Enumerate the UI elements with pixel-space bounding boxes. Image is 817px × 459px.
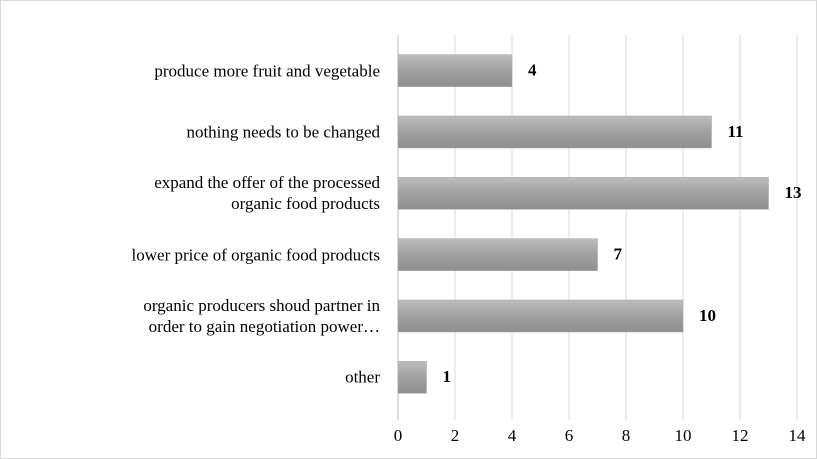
data-label: 7 [614,245,623,264]
y-tick-label: expand the offer of the processed organi… [154,173,380,214]
x-tick-label: 12 [732,426,749,445]
y-tick-label: nothing needs to be changed [186,122,380,142]
x-tick-label: 10 [675,426,692,445]
data-label: 1 [443,367,452,386]
x-tick-label: 4 [508,426,517,445]
data-label: 13 [785,183,802,202]
x-tick-label: 2 [451,426,460,445]
data-label: 11 [728,122,744,141]
y-tick-label: other [345,367,380,387]
y-tick-label: produce more fruit and vegetable [154,61,380,81]
data-label: 10 [699,306,716,325]
x-tick-label: 14 [789,426,807,445]
x-tick-label: 6 [565,426,574,445]
y-tick-label: lower price of organic food products [131,245,380,265]
bar [397,299,684,333]
bar [397,238,598,271]
bar [397,177,769,210]
x-tick-label: 0 [394,426,403,445]
bar [397,361,427,394]
bar [397,54,513,87]
y-tick-label: organic producers shoud partner in order… [143,296,380,336]
x-tick-label: 8 [622,426,631,445]
data-label: 4 [528,61,537,80]
bar [397,115,712,149]
